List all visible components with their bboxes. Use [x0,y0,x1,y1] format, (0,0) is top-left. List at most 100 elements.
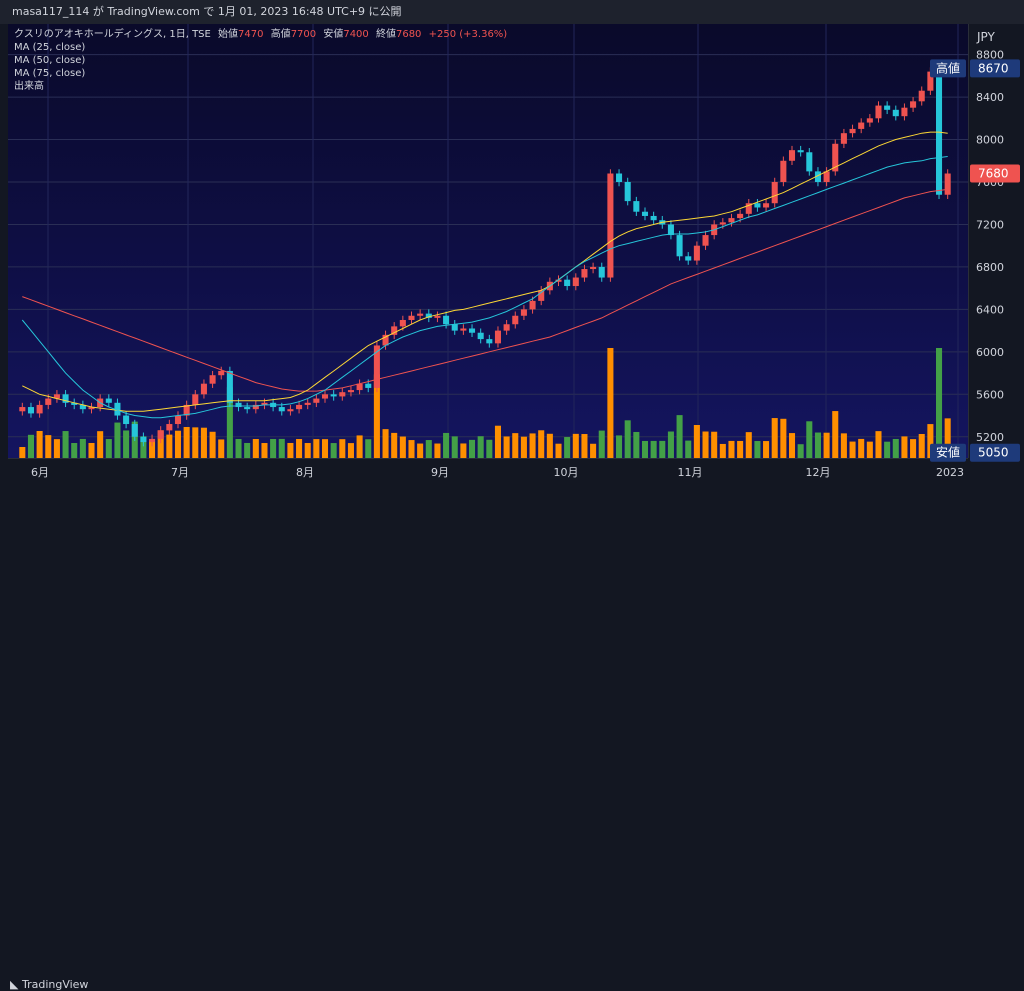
volume-bar [97,431,104,458]
candle-body [477,332,484,340]
time-axis[interactable] [8,458,968,485]
volume-bar [218,439,225,458]
candle-body [45,398,52,405]
ma75-line [22,188,948,392]
volume-bar [581,434,588,458]
volume-bar [840,433,847,458]
volume-bar [590,443,597,458]
candle-body [27,407,34,414]
candle-body [183,404,190,416]
high-value: 7700 [290,29,317,40]
high-tag-value-bg [970,59,1020,78]
chart-svg: 8800840080007600720068006400600056005200… [8,24,1020,479]
volume-bar [849,441,856,458]
volume-bar [702,431,709,458]
volume-bar [607,348,614,458]
volume-bar [529,433,536,458]
candle-body [875,105,882,119]
volume-bar [123,430,130,458]
volume-bar [624,420,631,458]
ma25-legend[interactable]: MA (25, close) [14,42,86,53]
volume-bar [711,431,718,458]
time-tick-label: 10月 [554,466,579,479]
open-label: 始値 [218,29,239,40]
symbol-name: クスリのアオキホールディングス, 1日, TSE [14,29,211,40]
candle-body [131,424,138,437]
volume-bar [183,427,190,458]
volume-legend[interactable]: 出来高 [14,81,44,92]
candle-body [866,118,873,123]
candle-body [719,222,726,225]
volume-bar [209,431,216,458]
volume-bar [538,430,545,458]
volume-bar [339,439,346,458]
volume-bar [918,433,925,458]
volume-bar [53,439,60,458]
volume-bar [641,440,649,458]
candle-body [460,328,467,331]
candle-body [140,436,147,443]
candle-body [607,173,614,278]
volume-bar [304,443,311,458]
volume-bar [564,437,571,458]
volume-bar [806,421,813,458]
price-axis[interactable]: JPY [968,24,1024,458]
candle-body [235,402,242,408]
candle-body [858,122,865,129]
volume-bar [114,422,121,458]
volume-bar [512,433,519,458]
candle-body [918,90,925,102]
candle-body [278,407,285,412]
volume-bar [884,441,891,458]
candle-body [261,402,268,405]
chart-plot-area[interactable] [8,24,968,458]
candle-body [512,315,519,325]
candle-body [469,328,476,333]
candle-body [823,171,830,182]
candle-body [702,235,709,246]
chart-legend: クスリのアオキホールディングス, 1日, TSE 始値7470 高値7700 安… [14,28,507,93]
candle-body [166,424,173,431]
volume-bar [780,418,787,458]
candle-body [304,402,311,405]
low-value: 7400 [343,29,369,40]
candle-body [572,277,579,287]
ma50-legend[interactable]: MA (50, close) [14,55,86,66]
candle-body [616,173,623,182]
change-value: +250 (+3.36%) [428,29,508,40]
candle-body [296,404,303,410]
volume-bar [693,425,700,458]
high-tag-label: 高値 [936,60,960,75]
candle-body [451,324,458,331]
candle-body [347,390,354,393]
candle-body [737,213,744,219]
candle-body [590,266,597,270]
candle-body [226,370,233,403]
candle-body [667,224,674,236]
volume-bar [927,424,934,458]
candle-body [356,383,363,391]
price-tick-label: 6400 [976,303,1004,316]
candle-body [123,415,130,425]
volume-bar [572,433,579,458]
volume-bar [650,440,657,458]
volume-bar [832,411,839,458]
candle-body [79,404,86,410]
volume-bar [737,440,744,458]
volume-bar [62,431,69,458]
volume-bar [659,440,666,458]
candle-body [641,211,649,216]
currency-label: JPY [977,30,995,44]
candle-body [53,394,60,399]
candle-body [892,109,899,117]
volume-bar [486,439,493,458]
volume-bar [858,438,865,458]
candle-body [693,245,700,261]
ma75-legend[interactable]: MA (75, close) [14,68,86,79]
volume-bar [477,436,484,458]
time-tick-label: 8月 [296,466,314,479]
volume-bar [443,432,450,458]
candle-body [200,383,207,395]
tradingview-brand[interactable]: ◣ TradingView [10,978,88,991]
volume-bar [676,415,683,458]
